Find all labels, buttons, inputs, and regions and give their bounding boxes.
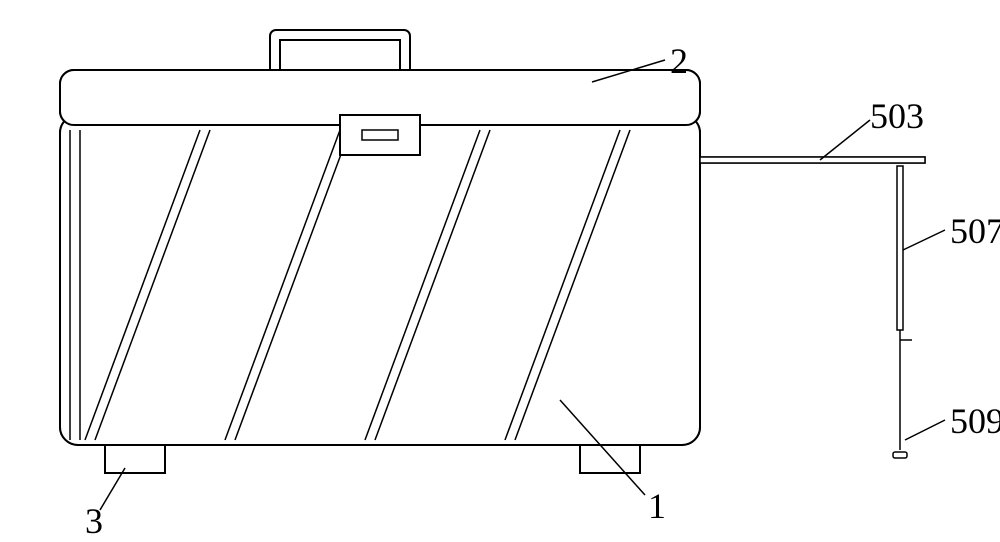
label-3: 3 [85, 500, 103, 542]
label-2: 2 [670, 40, 688, 82]
label-509: 509 [950, 400, 1000, 442]
technical-drawing [0, 0, 1000, 541]
label-1: 1 [648, 485, 666, 527]
label-503: 503 [870, 95, 924, 137]
label-507: 507 [950, 210, 1000, 252]
